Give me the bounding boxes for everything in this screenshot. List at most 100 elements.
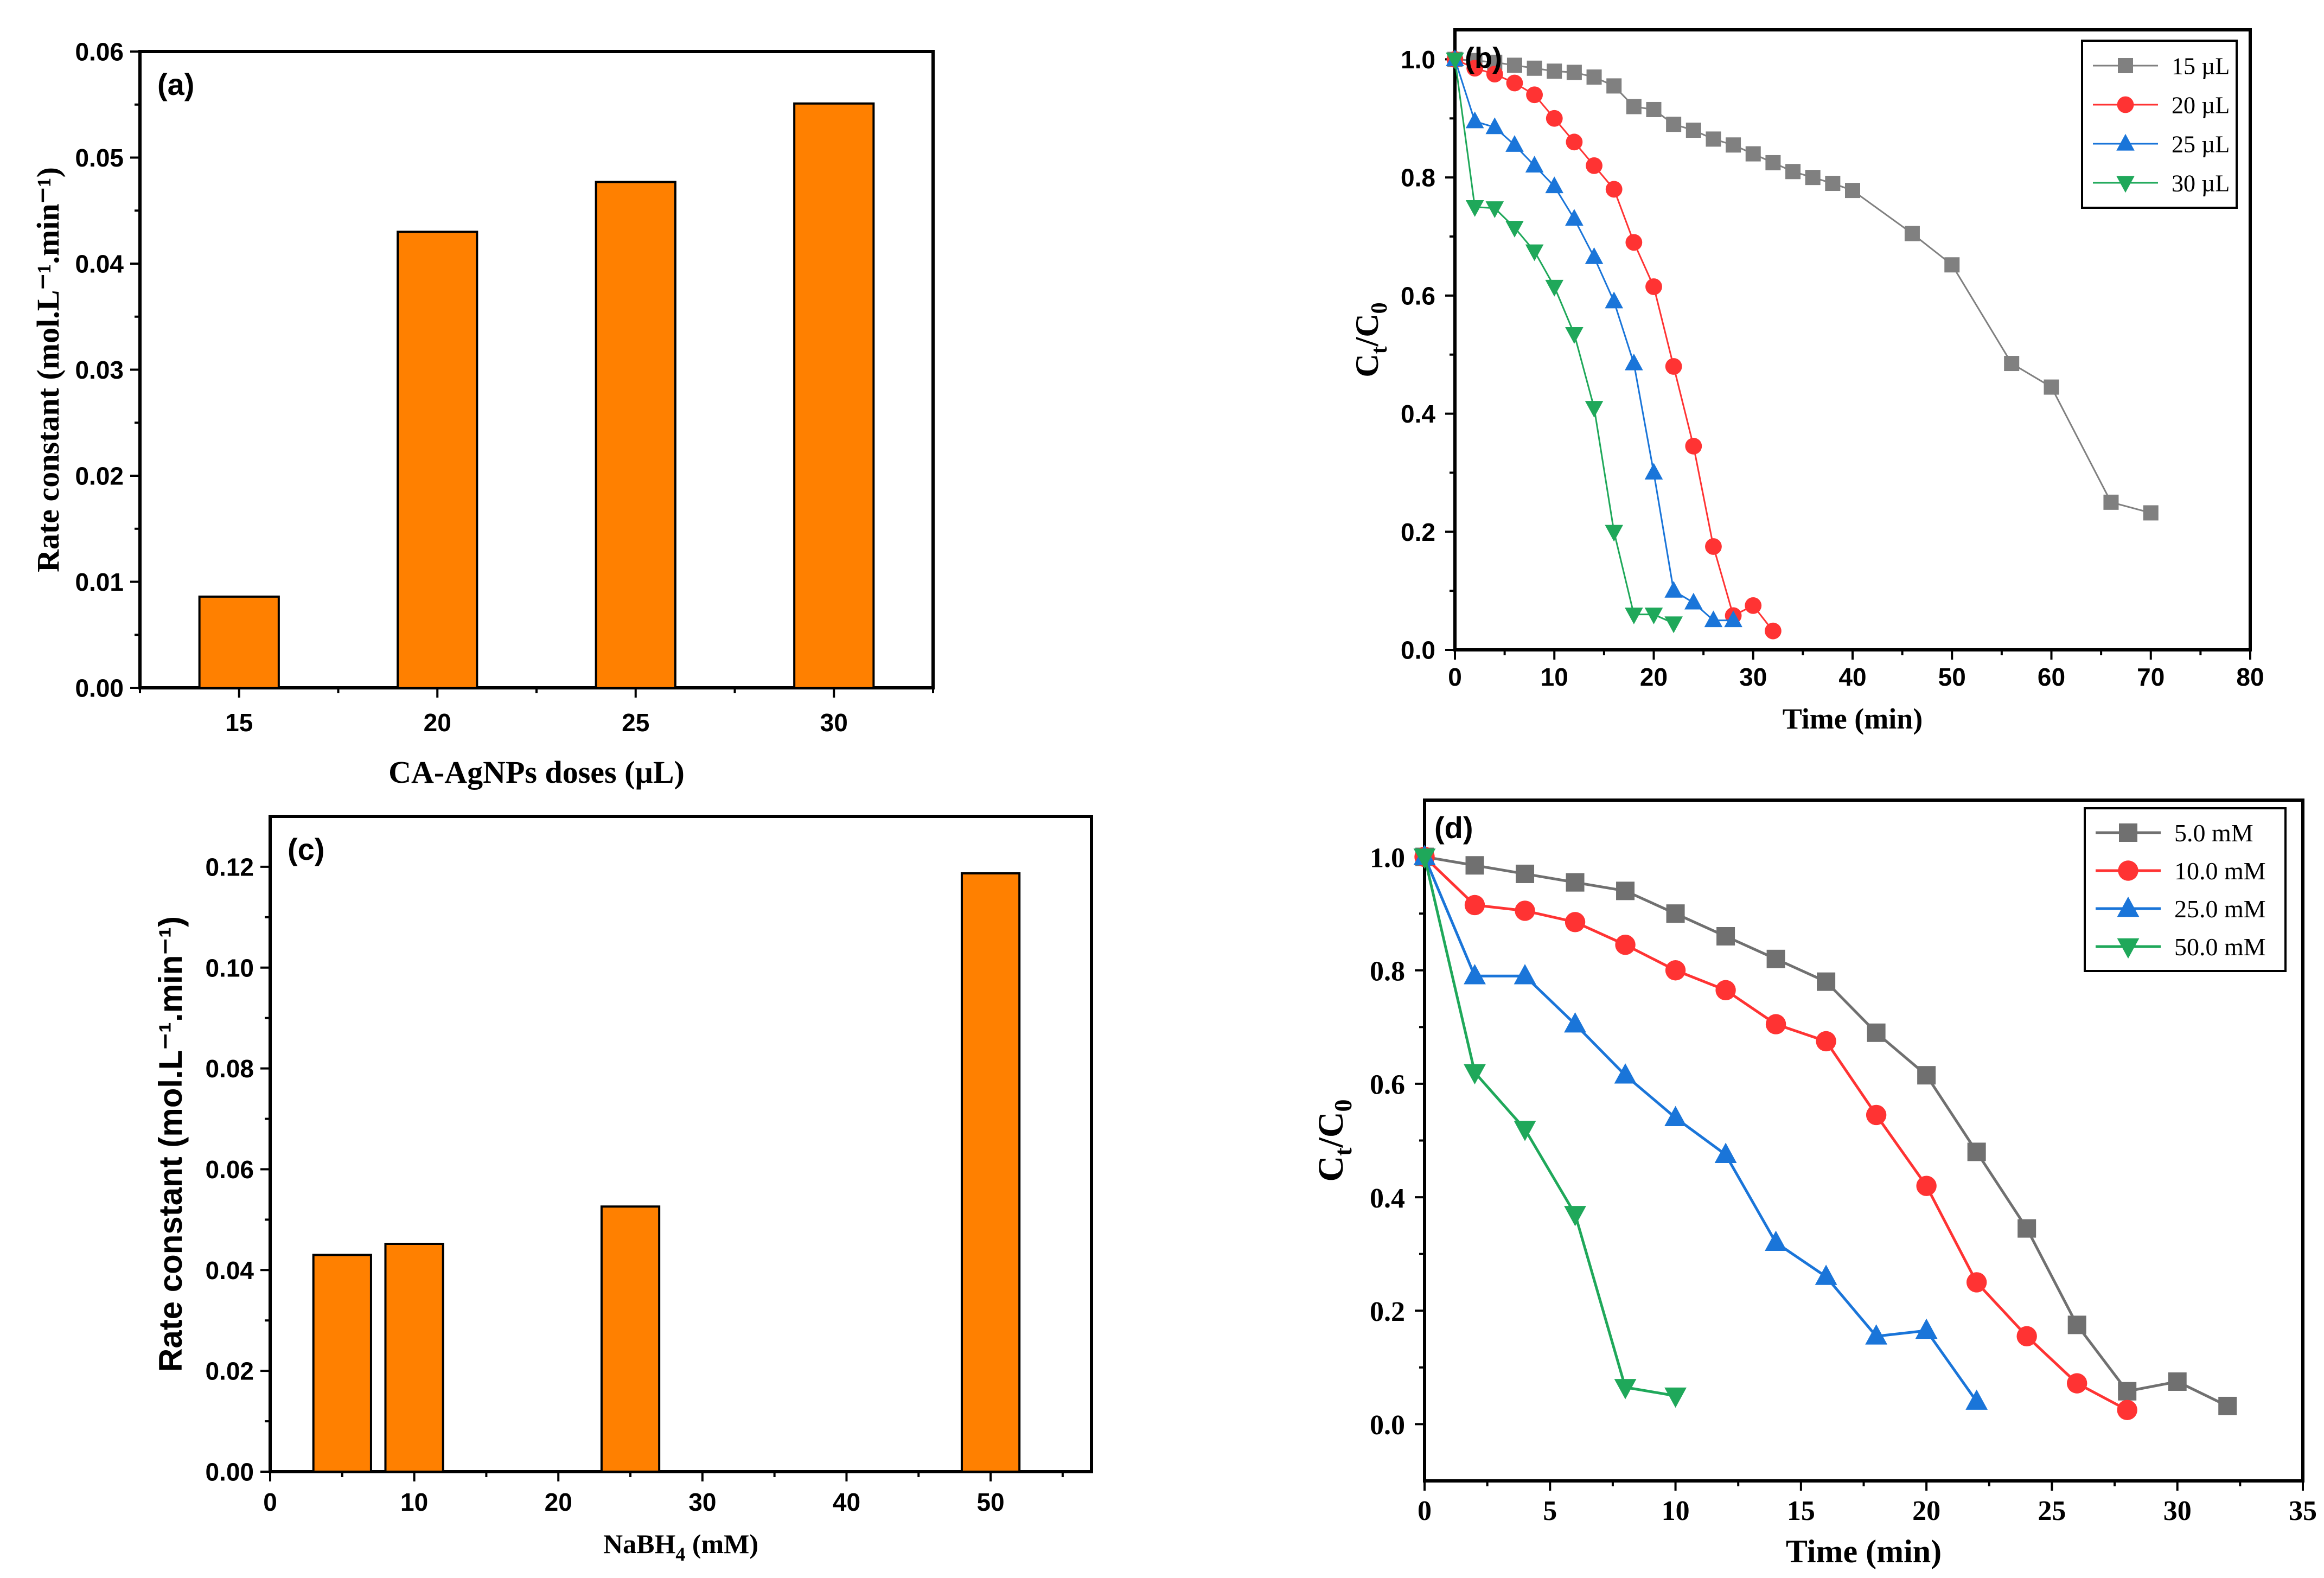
data-point-b <box>1605 181 1623 198</box>
data-point-b <box>1465 200 1484 217</box>
legend-label-b: 20 µL <box>2172 92 2230 118</box>
x-axis-title-unit-c: (mM) <box>685 1529 758 1559</box>
x-axis-title-b: Time (min) <box>1783 702 1923 735</box>
data-point-b <box>1566 133 1583 151</box>
data-point-b <box>1547 63 1562 79</box>
data-point-b <box>1644 463 1663 480</box>
x-tick-label-c: 40 <box>833 1488 860 1516</box>
data-point-d <box>2067 1315 2086 1334</box>
y-tick-label-a: 0.02 <box>75 462 124 490</box>
data-point-b <box>1944 257 1960 273</box>
data-point-d <box>2218 1396 2237 1415</box>
data-point-b <box>1904 226 1920 241</box>
y-tick-label-c: 0.10 <box>205 954 254 982</box>
data-point-d <box>2016 1326 2037 1347</box>
y-axis-title-part-d: /C <box>1311 1112 1351 1148</box>
y-tick-label-c: 0.08 <box>205 1055 254 1083</box>
x-tick-label-d: 20 <box>1912 1496 1940 1526</box>
data-point-d <box>1917 1066 1936 1085</box>
data-point-b <box>2103 494 2119 510</box>
legend-marker-b <box>2117 96 2134 113</box>
x-tick-label-a: 30 <box>820 708 848 737</box>
data-point-b <box>1465 111 1484 129</box>
data-point-b <box>1565 327 1584 344</box>
data-point-b <box>1446 52 1464 69</box>
legend-d: 5.0 mM 10.0 mM 25.0 mM 50.0 mM <box>2084 807 2287 972</box>
data-point-b <box>1485 201 1504 218</box>
data-point-d <box>1665 960 1686 981</box>
data-point-d <box>1816 1031 1836 1052</box>
data-point-b <box>1706 131 1721 147</box>
data-point-d <box>1967 1142 1986 1161</box>
x-tick-label-b: 0 <box>1448 663 1462 691</box>
data-point-d <box>2117 1400 2137 1420</box>
data-point-b <box>1745 146 1761 162</box>
data-point-b <box>1585 401 1604 418</box>
series-line-b <box>1454 59 1774 632</box>
x-tick-label-d: 25 <box>2038 1496 2066 1526</box>
legend-marker-d <box>2117 938 2140 959</box>
bar-c <box>384 1242 444 1473</box>
data-point-d <box>1916 1175 1937 1196</box>
series-line-d <box>1423 855 2128 1411</box>
y-axis-title-part-b: t <box>1367 346 1392 354</box>
x-tick-label-c: 0 <box>263 1488 277 1516</box>
data-point-b <box>1586 69 1602 85</box>
x-tick-label-d: 0 <box>1418 1496 1432 1526</box>
data-point-d <box>2066 1373 2087 1394</box>
x-axis-title-d: Time (min) <box>1786 1534 1942 1569</box>
data-point-b <box>1705 538 1722 555</box>
data-point-d <box>2168 1372 2187 1391</box>
data-point-b <box>2044 379 2059 395</box>
bar-c <box>312 1254 372 1473</box>
data-point-b <box>1626 99 1642 114</box>
y-tick-label-a: 0.01 <box>75 568 124 596</box>
x-tick-label-b: 30 <box>1739 663 1767 691</box>
y-tick-label-d: 1.0 <box>1370 842 1405 873</box>
bar-a <box>397 231 478 689</box>
y-axis-title-part-d: C <box>1311 1156 1351 1182</box>
plot-frame-c <box>269 815 1093 1473</box>
data-point-d <box>1966 1272 1987 1293</box>
data-point-d <box>1716 927 1735 945</box>
panel-label-c: (c) <box>288 832 324 866</box>
data-point-b <box>2143 505 2159 521</box>
y-tick-label-d: 0.6 <box>1370 1070 1405 1101</box>
data-point-b <box>1666 117 1682 132</box>
data-point-b <box>1585 247 1604 264</box>
data-point-d <box>1866 1104 1887 1126</box>
y-axis-title-c: Rate constant (mol.L⁻¹.min⁻¹) <box>152 916 189 1372</box>
x-tick-label-d: 5 <box>1543 1496 1557 1526</box>
legend-label-b: 25 µL <box>2172 131 2230 157</box>
x-tick-label-b: 60 <box>2038 663 2065 691</box>
data-point-b <box>1525 244 1544 261</box>
y-tick-label-c: 0.02 <box>205 1357 254 1385</box>
data-point-b <box>1486 66 1503 83</box>
data-point-d <box>1614 1379 1637 1400</box>
data-point-d <box>1714 1142 1737 1163</box>
x-tick-label-b: 70 <box>2137 663 2165 691</box>
chart-panel-c: 0.00 0.02 0.04 0.06 0.08 0.10 0.12 0 10 20 30 40 50 (… <box>152 815 1093 1565</box>
data-point-b <box>1685 438 1702 455</box>
y-axis-title-part-d: t <box>1329 1147 1357 1156</box>
chart-panel-a: 0.00 0.01 0.02 0.03 0.04 0.05 0.06 15 20 25 30 (a) C… <box>30 38 935 790</box>
x-tick-label-d: 30 <box>2163 1496 2192 1526</box>
bar-a <box>793 102 875 689</box>
data-point-b <box>1466 60 1484 77</box>
legend-marker-b <box>2116 176 2135 193</box>
data-point-b <box>1625 353 1643 370</box>
series-line-b <box>1454 59 1734 622</box>
chart-panel-d: 0.0 0.2 0.4 0.6 0.8 1.0 0 5 10 15 20 25 30 35 5.0 mM 10… <box>1311 798 2317 1569</box>
y-tick-label-b: 1.0 <box>1401 46 1435 74</box>
legend-label-b: 30 µL <box>2172 170 2230 196</box>
x-axis-title-c: NaBH4 (mM) <box>603 1529 758 1565</box>
bar-a <box>595 181 676 689</box>
data-point-b <box>1685 123 1701 138</box>
legend-label-d: 10.0 mM <box>2174 857 2266 885</box>
data-point-d <box>1515 900 1535 921</box>
series-line-d <box>1423 856 1978 1403</box>
y-tick-label-d: 0.8 <box>1370 956 1405 987</box>
data-point-b <box>1825 176 1841 191</box>
data-point-b <box>1785 164 1801 180</box>
